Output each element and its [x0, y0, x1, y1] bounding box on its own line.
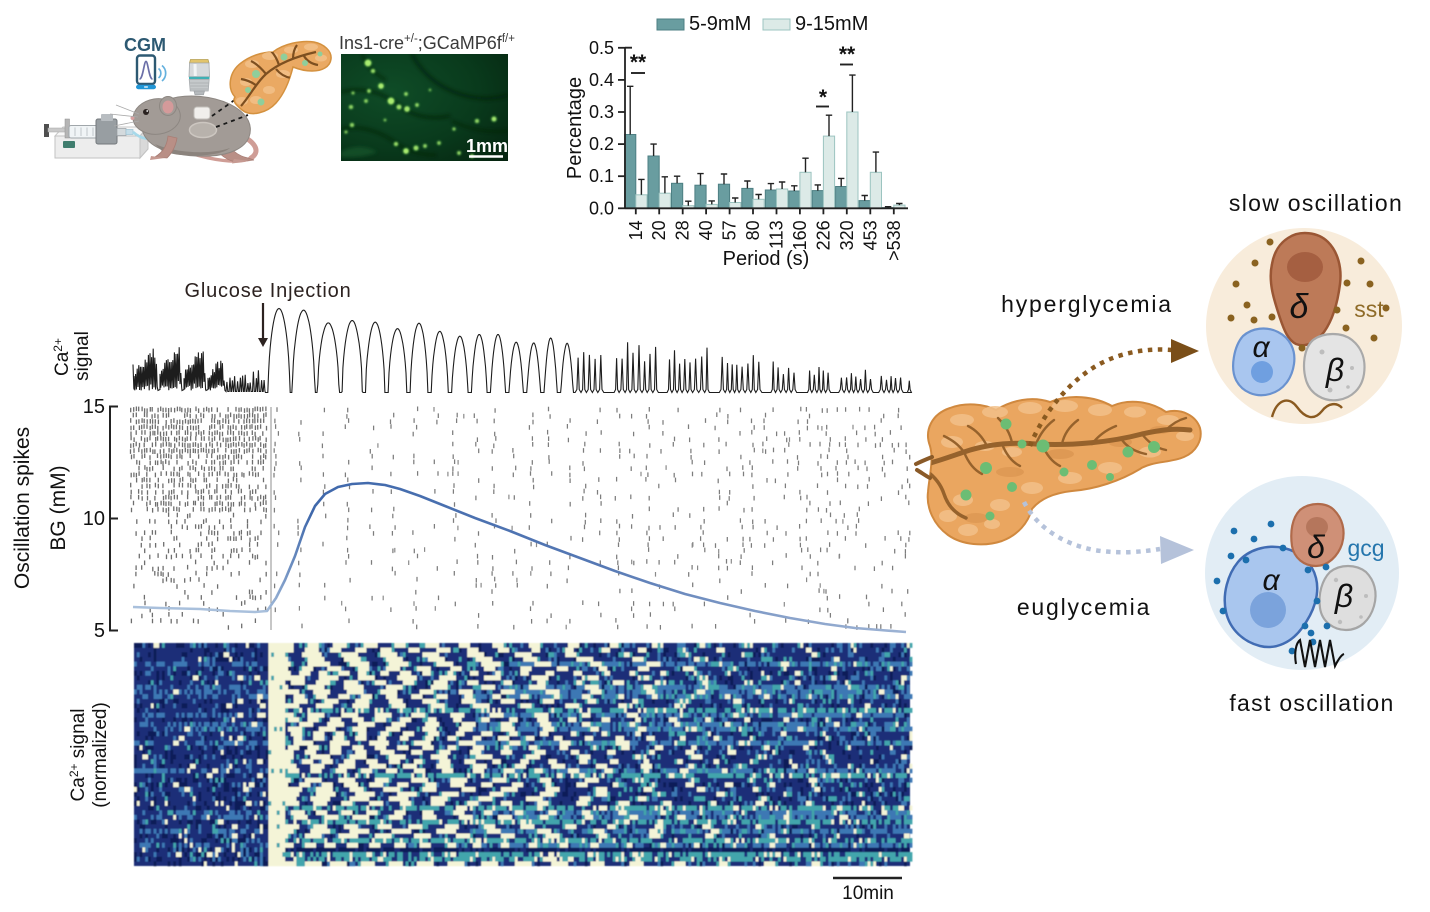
svg-text:9-15mM: 9-15mM [795, 13, 868, 35]
svg-text:gcg: gcg [1347, 535, 1384, 561]
svg-text:160: 160 [790, 220, 810, 250]
svg-text:Ins1-cre+/-;GCaMP6ff/+: Ins1-cre+/-;GCaMP6ff/+ [339, 33, 515, 53]
svg-text:57: 57 [720, 220, 740, 240]
svg-text:BG (mM): BG (mM) [47, 465, 70, 550]
svg-text:14: 14 [626, 220, 646, 240]
svg-text:0.0: 0.0 [589, 198, 614, 218]
svg-text:Ca2+ signal: Ca2+ signal [67, 709, 89, 802]
svg-text:10: 10 [83, 508, 105, 530]
svg-text:fast oscillation: fast oscillation [1229, 690, 1394, 716]
svg-text:β: β [1325, 352, 1344, 388]
svg-text:α: α [1262, 564, 1280, 597]
svg-text:signal: signal [72, 331, 93, 381]
svg-text:hyperglycemia: hyperglycemia [1001, 291, 1173, 317]
svg-text:0.3: 0.3 [589, 102, 614, 122]
svg-text:**: ** [630, 51, 647, 74]
svg-text:453: 453 [860, 220, 880, 250]
svg-text:Glucose Injection: Glucose Injection [184, 280, 351, 302]
svg-text:20: 20 [649, 220, 669, 240]
svg-text:80: 80 [743, 220, 763, 240]
svg-text:β: β [1334, 578, 1353, 614]
svg-text:CGM: CGM [124, 35, 166, 55]
svg-text:**: ** [839, 43, 856, 66]
svg-text:*: * [819, 86, 828, 109]
svg-text:(normalized): (normalized) [90, 702, 111, 808]
svg-text:Oscillation spikes: Oscillation spikes [11, 427, 34, 589]
svg-text:226: 226 [813, 220, 833, 250]
svg-text:40: 40 [696, 220, 716, 240]
svg-text:α: α [1252, 331, 1270, 364]
svg-text:10min: 10min [842, 883, 894, 904]
svg-text:δ: δ [1290, 288, 1310, 326]
svg-text:5-9mM: 5-9mM [689, 13, 751, 35]
svg-text:δ: δ [1307, 529, 1326, 565]
svg-text:0.4: 0.4 [589, 70, 614, 90]
svg-text:Percentage: Percentage [564, 77, 586, 179]
svg-text:0.2: 0.2 [589, 134, 614, 154]
svg-text:320: 320 [837, 220, 857, 250]
svg-text:0.5: 0.5 [589, 38, 614, 58]
svg-text:0.1: 0.1 [589, 166, 614, 186]
svg-text:1mm: 1mm [466, 136, 508, 156]
svg-text:euglycemia: euglycemia [1017, 594, 1151, 620]
svg-text:sst: sst [1354, 296, 1384, 322]
svg-text:113: 113 [767, 220, 787, 249]
svg-text:28: 28 [673, 220, 693, 240]
svg-text:15: 15 [83, 396, 105, 418]
svg-text:>538: >538 [884, 220, 904, 261]
svg-text:slow oscillation: slow oscillation [1229, 190, 1403, 216]
svg-text:5: 5 [94, 620, 105, 642]
svg-text:Period (s): Period (s) [723, 248, 810, 270]
